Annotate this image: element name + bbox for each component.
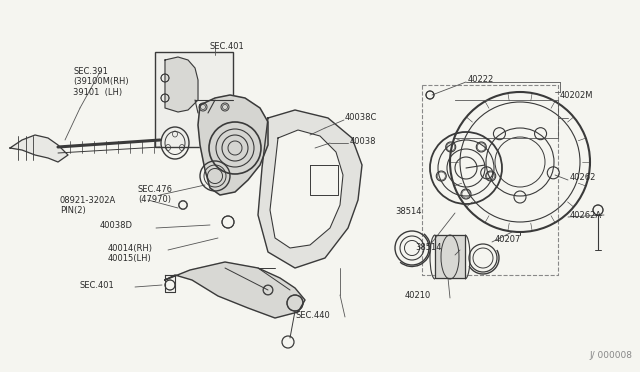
- Text: 40262A: 40262A: [570, 211, 602, 219]
- Text: 38514: 38514: [395, 208, 422, 217]
- Text: 40038C: 40038C: [345, 113, 378, 122]
- Text: SEC.440: SEC.440: [295, 311, 330, 320]
- Text: 40038D: 40038D: [100, 221, 133, 231]
- Text: SEC.401: SEC.401: [80, 280, 115, 289]
- Text: 40014(RH)
40015(LH): 40014(RH) 40015(LH): [108, 244, 153, 263]
- Text: 40222: 40222: [468, 76, 494, 84]
- Text: 08921-3202A
PIN(2): 08921-3202A PIN(2): [60, 196, 116, 215]
- FancyBboxPatch shape: [155, 52, 233, 147]
- Text: 40038: 40038: [350, 138, 376, 147]
- Text: SEC.401: SEC.401: [210, 42, 244, 51]
- Polygon shape: [165, 57, 198, 112]
- Text: SEC.476
(47970): SEC.476 (47970): [138, 185, 173, 204]
- Text: 40207: 40207: [495, 235, 522, 244]
- Text: SEC.391
(39100M(RH)
39101  (LH): SEC.391 (39100M(RH) 39101 (LH): [73, 67, 129, 97]
- Polygon shape: [310, 165, 338, 195]
- Polygon shape: [258, 110, 362, 268]
- Polygon shape: [10, 135, 68, 162]
- Polygon shape: [435, 235, 465, 278]
- Polygon shape: [198, 95, 268, 195]
- Polygon shape: [270, 130, 343, 248]
- Text: 40202M: 40202M: [560, 90, 593, 99]
- Text: 38514: 38514: [415, 244, 442, 253]
- Text: J/ 000008: J/ 000008: [589, 351, 632, 360]
- Text: 40262: 40262: [570, 173, 596, 183]
- Polygon shape: [165, 262, 305, 318]
- Text: 40210: 40210: [405, 291, 431, 299]
